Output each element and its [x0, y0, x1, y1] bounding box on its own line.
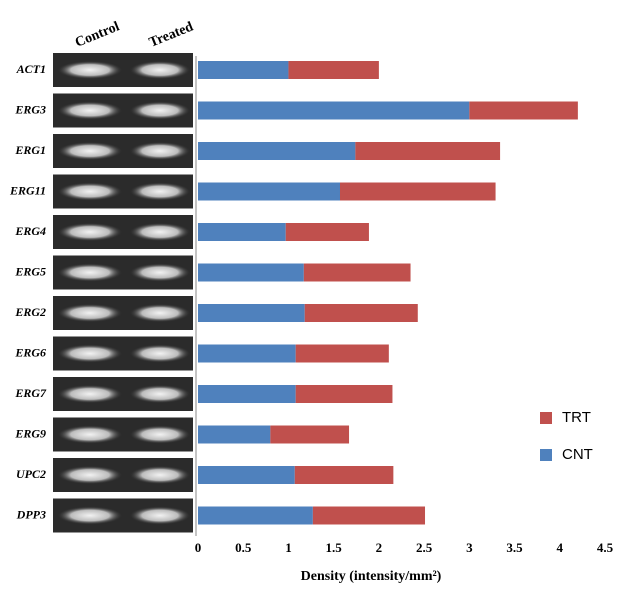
legend-label: TRT: [562, 409, 591, 426]
bar-segment: [294, 466, 394, 484]
bar-segment: [198, 466, 295, 484]
gel-band: [130, 223, 190, 241]
bar-segment: [198, 385, 296, 403]
bar-segment: [355, 142, 501, 160]
x-tick-label: 4.5: [597, 540, 614, 555]
x-axis-label: Density (intensity/mm²): [301, 569, 442, 584]
bar-segment: [198, 61, 289, 79]
bar-segment: [339, 182, 496, 201]
gel-band: [130, 182, 190, 201]
bar-segment: [198, 304, 305, 322]
legend-label: CNT: [562, 446, 593, 463]
category-label: ERG2: [14, 305, 46, 319]
x-tick-label: 3.5: [506, 540, 523, 555]
category-label: ERG3: [14, 102, 46, 116]
gel-band: [58, 101, 122, 120]
bar-segment: [304, 304, 418, 322]
bar-segment: [198, 263, 304, 282]
bar-segment: [295, 344, 389, 363]
category-label: DPP3: [16, 507, 46, 521]
category-label: UPC2: [16, 467, 46, 481]
x-tick-label: 1: [285, 540, 292, 555]
gel-band: [58, 304, 122, 322]
category-label: ERG11: [9, 183, 46, 197]
x-tick-label: 1.5: [326, 540, 343, 555]
legend-swatch: [540, 449, 552, 461]
lane-label: Treated: [147, 19, 196, 50]
category-label: ERG6: [14, 345, 46, 359]
bar-segment: [295, 385, 393, 403]
gel-band: [130, 385, 190, 403]
gel-band: [130, 425, 190, 444]
gel-band: [130, 466, 190, 484]
gel-band: [58, 385, 122, 403]
category-label: ERG4: [14, 224, 46, 238]
bar-segment: [198, 101, 470, 120]
bar-segment: [288, 61, 379, 79]
bar-segment: [303, 263, 411, 282]
category-label: ERG5: [14, 264, 46, 278]
gel-band: [130, 506, 190, 525]
x-tick-label: 3: [466, 540, 473, 555]
gel-band: [58, 466, 122, 484]
gel-band: [58, 223, 122, 241]
bar-segment: [198, 142, 356, 160]
legend-swatch: [540, 412, 552, 424]
x-tick-label: 0: [195, 540, 202, 555]
bar-segment: [285, 223, 369, 241]
lane-label: Control: [73, 19, 122, 50]
bar-segment: [198, 425, 271, 444]
bar-segment: [198, 344, 296, 363]
bar-segment: [198, 182, 340, 201]
bar-segment: [198, 223, 286, 241]
bar-segment: [469, 101, 578, 120]
x-tick-label: 2: [376, 540, 383, 555]
gel-band: [130, 344, 190, 363]
bar-segment: [198, 506, 313, 525]
gel-band: [58, 506, 122, 525]
gel-band: [130, 263, 190, 282]
x-tick-label: 4: [557, 540, 564, 555]
gel-band: [130, 142, 190, 160]
gel-band: [130, 101, 190, 120]
gel-band: [130, 61, 190, 79]
category-label: ERG7: [14, 386, 47, 400]
bar-segment: [270, 425, 350, 444]
gel-band: [58, 263, 122, 282]
gel-band: [58, 142, 122, 160]
gel-band: [58, 425, 122, 444]
gel-band: [130, 304, 190, 322]
x-tick-label: 0.5: [235, 540, 252, 555]
category-label: ERG9: [14, 426, 46, 440]
bar-segment: [312, 506, 426, 525]
x-tick-label: 2.5: [416, 540, 433, 555]
gel-band: [58, 182, 122, 201]
gel-band: [58, 344, 122, 363]
gel-band: [58, 61, 122, 79]
category-label: ERG1: [14, 143, 46, 157]
category-label: ACT1: [16, 62, 46, 76]
